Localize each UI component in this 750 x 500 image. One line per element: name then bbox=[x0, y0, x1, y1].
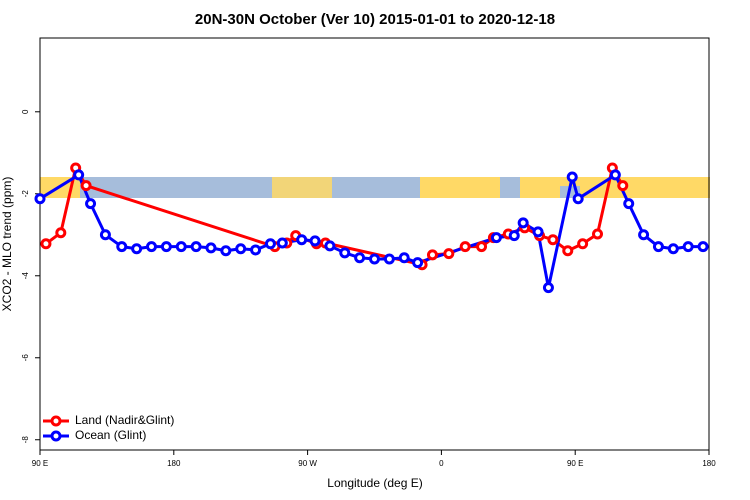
data-point bbox=[547, 234, 559, 246]
data-point bbox=[697, 241, 709, 253]
y-tick-label: -8 bbox=[21, 436, 30, 444]
data-point bbox=[276, 237, 288, 249]
data-point bbox=[508, 230, 520, 242]
data-point bbox=[682, 241, 694, 253]
data-point bbox=[175, 241, 187, 253]
data-point bbox=[309, 235, 321, 247]
y-tick-label: -6 bbox=[21, 354, 30, 362]
data-point bbox=[190, 241, 202, 253]
y-axis-label: XCO2 - MLO trend (ppm) bbox=[0, 177, 14, 312]
data-point bbox=[542, 282, 554, 294]
map-strip bbox=[40, 177, 710, 198]
x-tick-label: 180 bbox=[167, 459, 181, 468]
data-point bbox=[638, 229, 650, 241]
data-point bbox=[667, 243, 679, 255]
x-tick-label: 90 E bbox=[32, 459, 48, 468]
data-point bbox=[398, 252, 410, 264]
data-point bbox=[443, 248, 455, 260]
data-point bbox=[131, 243, 143, 255]
y-tick-label: -2 bbox=[21, 190, 30, 198]
legend-marker bbox=[50, 415, 62, 427]
data-point bbox=[369, 253, 380, 265]
x-axis-label: Longitude (deg E) bbox=[327, 476, 422, 490]
data-point bbox=[296, 234, 308, 246]
x-tick-label: 0 bbox=[439, 459, 444, 468]
data-point bbox=[205, 242, 217, 254]
data-point bbox=[562, 245, 574, 257]
data-point bbox=[623, 198, 635, 210]
plot-frame bbox=[39, 37, 710, 451]
data-point bbox=[383, 253, 395, 265]
chart-title: 20N-30N October (Ver 10) 2015-01-01 to 2… bbox=[195, 11, 555, 28]
x-tick-label: 180 bbox=[702, 459, 716, 468]
data-point bbox=[426, 249, 438, 261]
legend-marker bbox=[50, 430, 62, 442]
data-point bbox=[73, 169, 85, 181]
legend-label: Ocean (Glint) bbox=[75, 428, 146, 442]
data-point bbox=[592, 228, 603, 240]
x-tick-label: 90 E bbox=[567, 459, 583, 468]
data-point bbox=[617, 180, 629, 192]
data-point bbox=[99, 229, 111, 241]
data-point bbox=[55, 227, 67, 239]
data-point bbox=[609, 169, 621, 181]
data-point bbox=[264, 238, 276, 250]
data-point bbox=[250, 244, 262, 256]
data-point bbox=[566, 171, 578, 183]
data-point bbox=[116, 241, 128, 253]
data-point bbox=[146, 241, 157, 253]
data-point bbox=[517, 217, 529, 229]
x-tick-label: 90 W bbox=[298, 459, 317, 468]
data-point bbox=[85, 198, 97, 210]
data-point bbox=[532, 226, 544, 238]
data-point bbox=[34, 193, 46, 205]
data-point bbox=[80, 180, 92, 192]
data-point bbox=[40, 238, 52, 250]
legend: Land (Nadir&Glint)Ocean (Glint) bbox=[43, 413, 174, 442]
data-point bbox=[572, 193, 584, 205]
data-point bbox=[412, 257, 424, 269]
data-point bbox=[220, 245, 232, 257]
data-point bbox=[354, 252, 366, 264]
data-point bbox=[577, 238, 589, 250]
y-tick-label: 0 bbox=[21, 109, 30, 114]
data-point bbox=[235, 243, 247, 255]
data-point bbox=[652, 241, 664, 253]
data-point bbox=[160, 241, 172, 253]
data-point bbox=[476, 241, 488, 253]
data-point bbox=[459, 241, 471, 253]
y-tick-label: -4 bbox=[21, 272, 30, 280]
data-point bbox=[324, 240, 336, 252]
data-point bbox=[490, 232, 502, 244]
data-point bbox=[339, 247, 351, 259]
legend-label: Land (Nadir&Glint) bbox=[75, 413, 174, 427]
